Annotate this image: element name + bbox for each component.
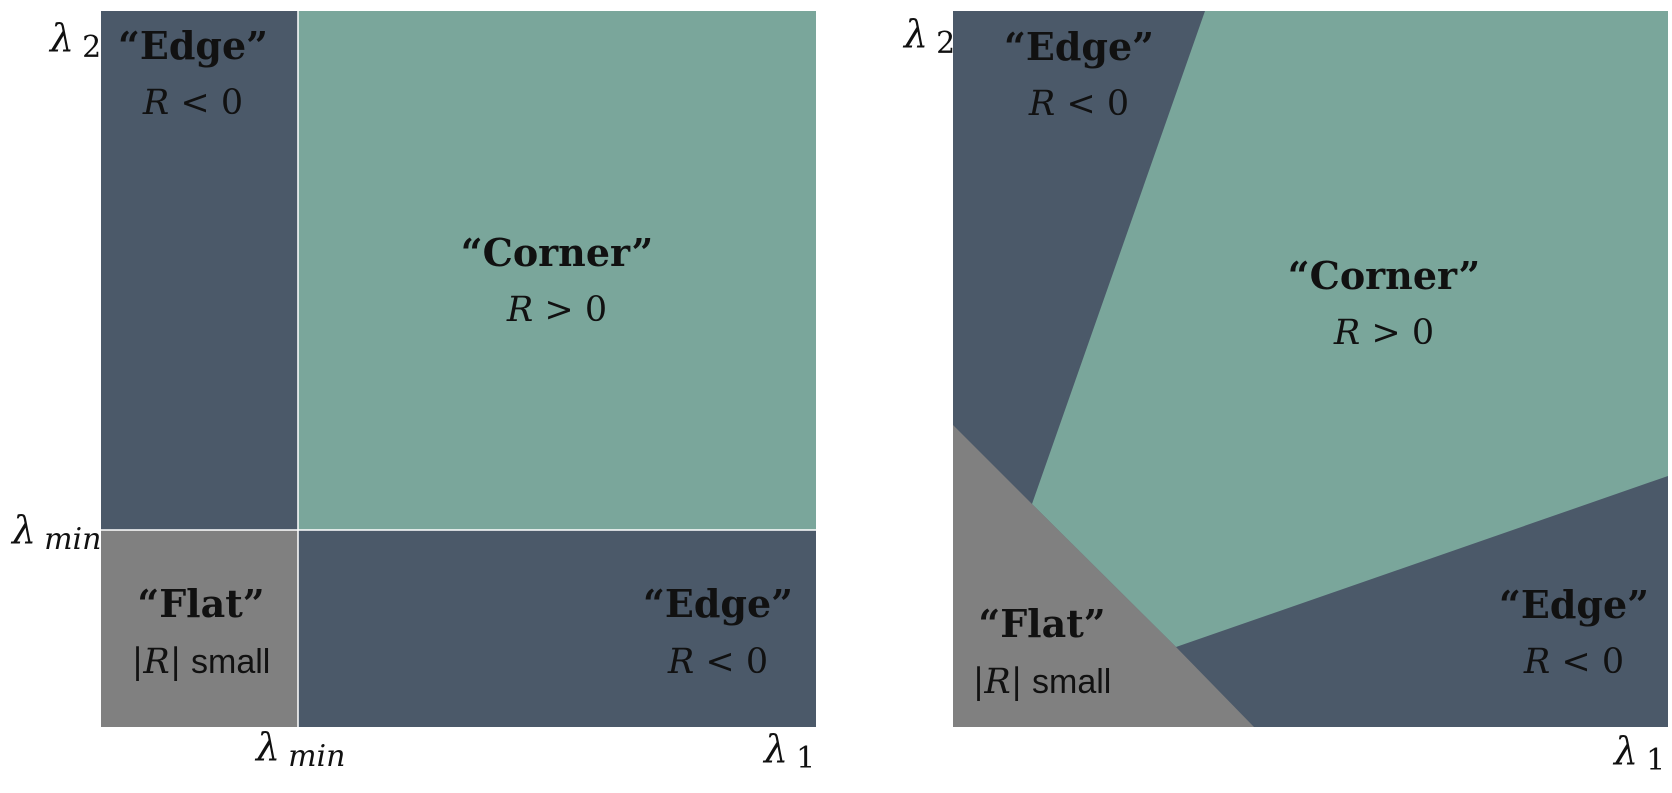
- subscript-min: min: [288, 739, 345, 774]
- right-corner-condition: R > 0: [1333, 313, 1434, 353]
- gt-zero: > 0: [1360, 313, 1434, 353]
- lambda-symbol: λ: [254, 725, 280, 769]
- lambda-symbol: λ: [10, 508, 36, 552]
- left-panel: “Edge” R < 0 “Corner” R > 0 “Flat” |R| s…: [10, 11, 816, 776]
- subscript-2: 2: [936, 26, 955, 61]
- subscript-min: min: [44, 522, 101, 557]
- left-edge-region-top: [101, 11, 298, 530]
- left-edge-bottom-condition: R < 0: [667, 642, 768, 682]
- lt-zero: < 0: [169, 83, 243, 123]
- r-symbol: R: [506, 290, 533, 330]
- r-symbol: R: [667, 642, 694, 682]
- left-edge-bottom-title: “Edge”: [643, 581, 793, 626]
- lambda-symbol: λ: [1612, 729, 1638, 773]
- lambda-symbol: λ: [48, 16, 74, 60]
- small-label: small: [182, 643, 271, 681]
- lt-zero: < 0: [694, 642, 768, 682]
- right-edge-top-title: “Edge”: [1004, 24, 1154, 69]
- lt-zero: < 0: [1055, 84, 1129, 124]
- lt-zero: < 0: [1550, 642, 1624, 682]
- right-panel: “Edge” R < 0 “Corner” R > 0 “Flat” |R| s…: [902, 11, 1668, 778]
- left-flat-region: [101, 530, 298, 727]
- r-symbol: R: [142, 642, 169, 682]
- right-flat-title: “Flat”: [978, 601, 1105, 646]
- left-edge-region-bottom: [298, 530, 816, 727]
- lambda-symbol: λ: [762, 727, 788, 771]
- left-corner-title: “Corner”: [461, 230, 654, 275]
- right-flat-region: [953, 425, 1254, 727]
- left-lambdamin-y-label: λ min: [10, 508, 101, 557]
- right-corner-title: “Corner”: [1288, 253, 1481, 298]
- subscript-1: 1: [796, 741, 815, 776]
- left-edge-top-title: “Edge”: [118, 23, 268, 68]
- right-edge-top-condition: R < 0: [1028, 84, 1129, 124]
- abs-bar-close: |: [170, 642, 182, 682]
- abs-bar-open: |: [973, 662, 985, 702]
- r-symbol: R: [983, 662, 1010, 702]
- left-corner-condition: R > 0: [506, 290, 607, 330]
- abs-bar-open: |: [132, 642, 144, 682]
- r-symbol: R: [1523, 642, 1550, 682]
- small-label: small: [1023, 663, 1112, 701]
- right-corner-region: [1032, 11, 1668, 647]
- r-symbol: R: [1028, 84, 1055, 124]
- lambda-symbol: λ: [902, 12, 928, 56]
- left-corner-region: [298, 11, 816, 530]
- subscript-1: 1: [1646, 743, 1665, 778]
- right-flat-condition: |R| small: [973, 662, 1112, 702]
- right-edge-bottom-title: “Edge”: [1499, 582, 1649, 627]
- left-flat-title: “Flat”: [137, 581, 264, 626]
- subscript-2: 2: [82, 30, 101, 65]
- abs-bar-close: |: [1011, 662, 1023, 702]
- right-edge-bottom-condition: R < 0: [1523, 642, 1624, 682]
- gt-zero: > 0: [533, 290, 607, 330]
- left-flat-condition: |R| small: [132, 642, 271, 682]
- r-symbol: R: [1333, 313, 1360, 353]
- r-symbol: R: [142, 83, 169, 123]
- left-lambdamin-x-label: λ min: [254, 725, 345, 774]
- left-edge-top-condition: R < 0: [142, 83, 243, 123]
